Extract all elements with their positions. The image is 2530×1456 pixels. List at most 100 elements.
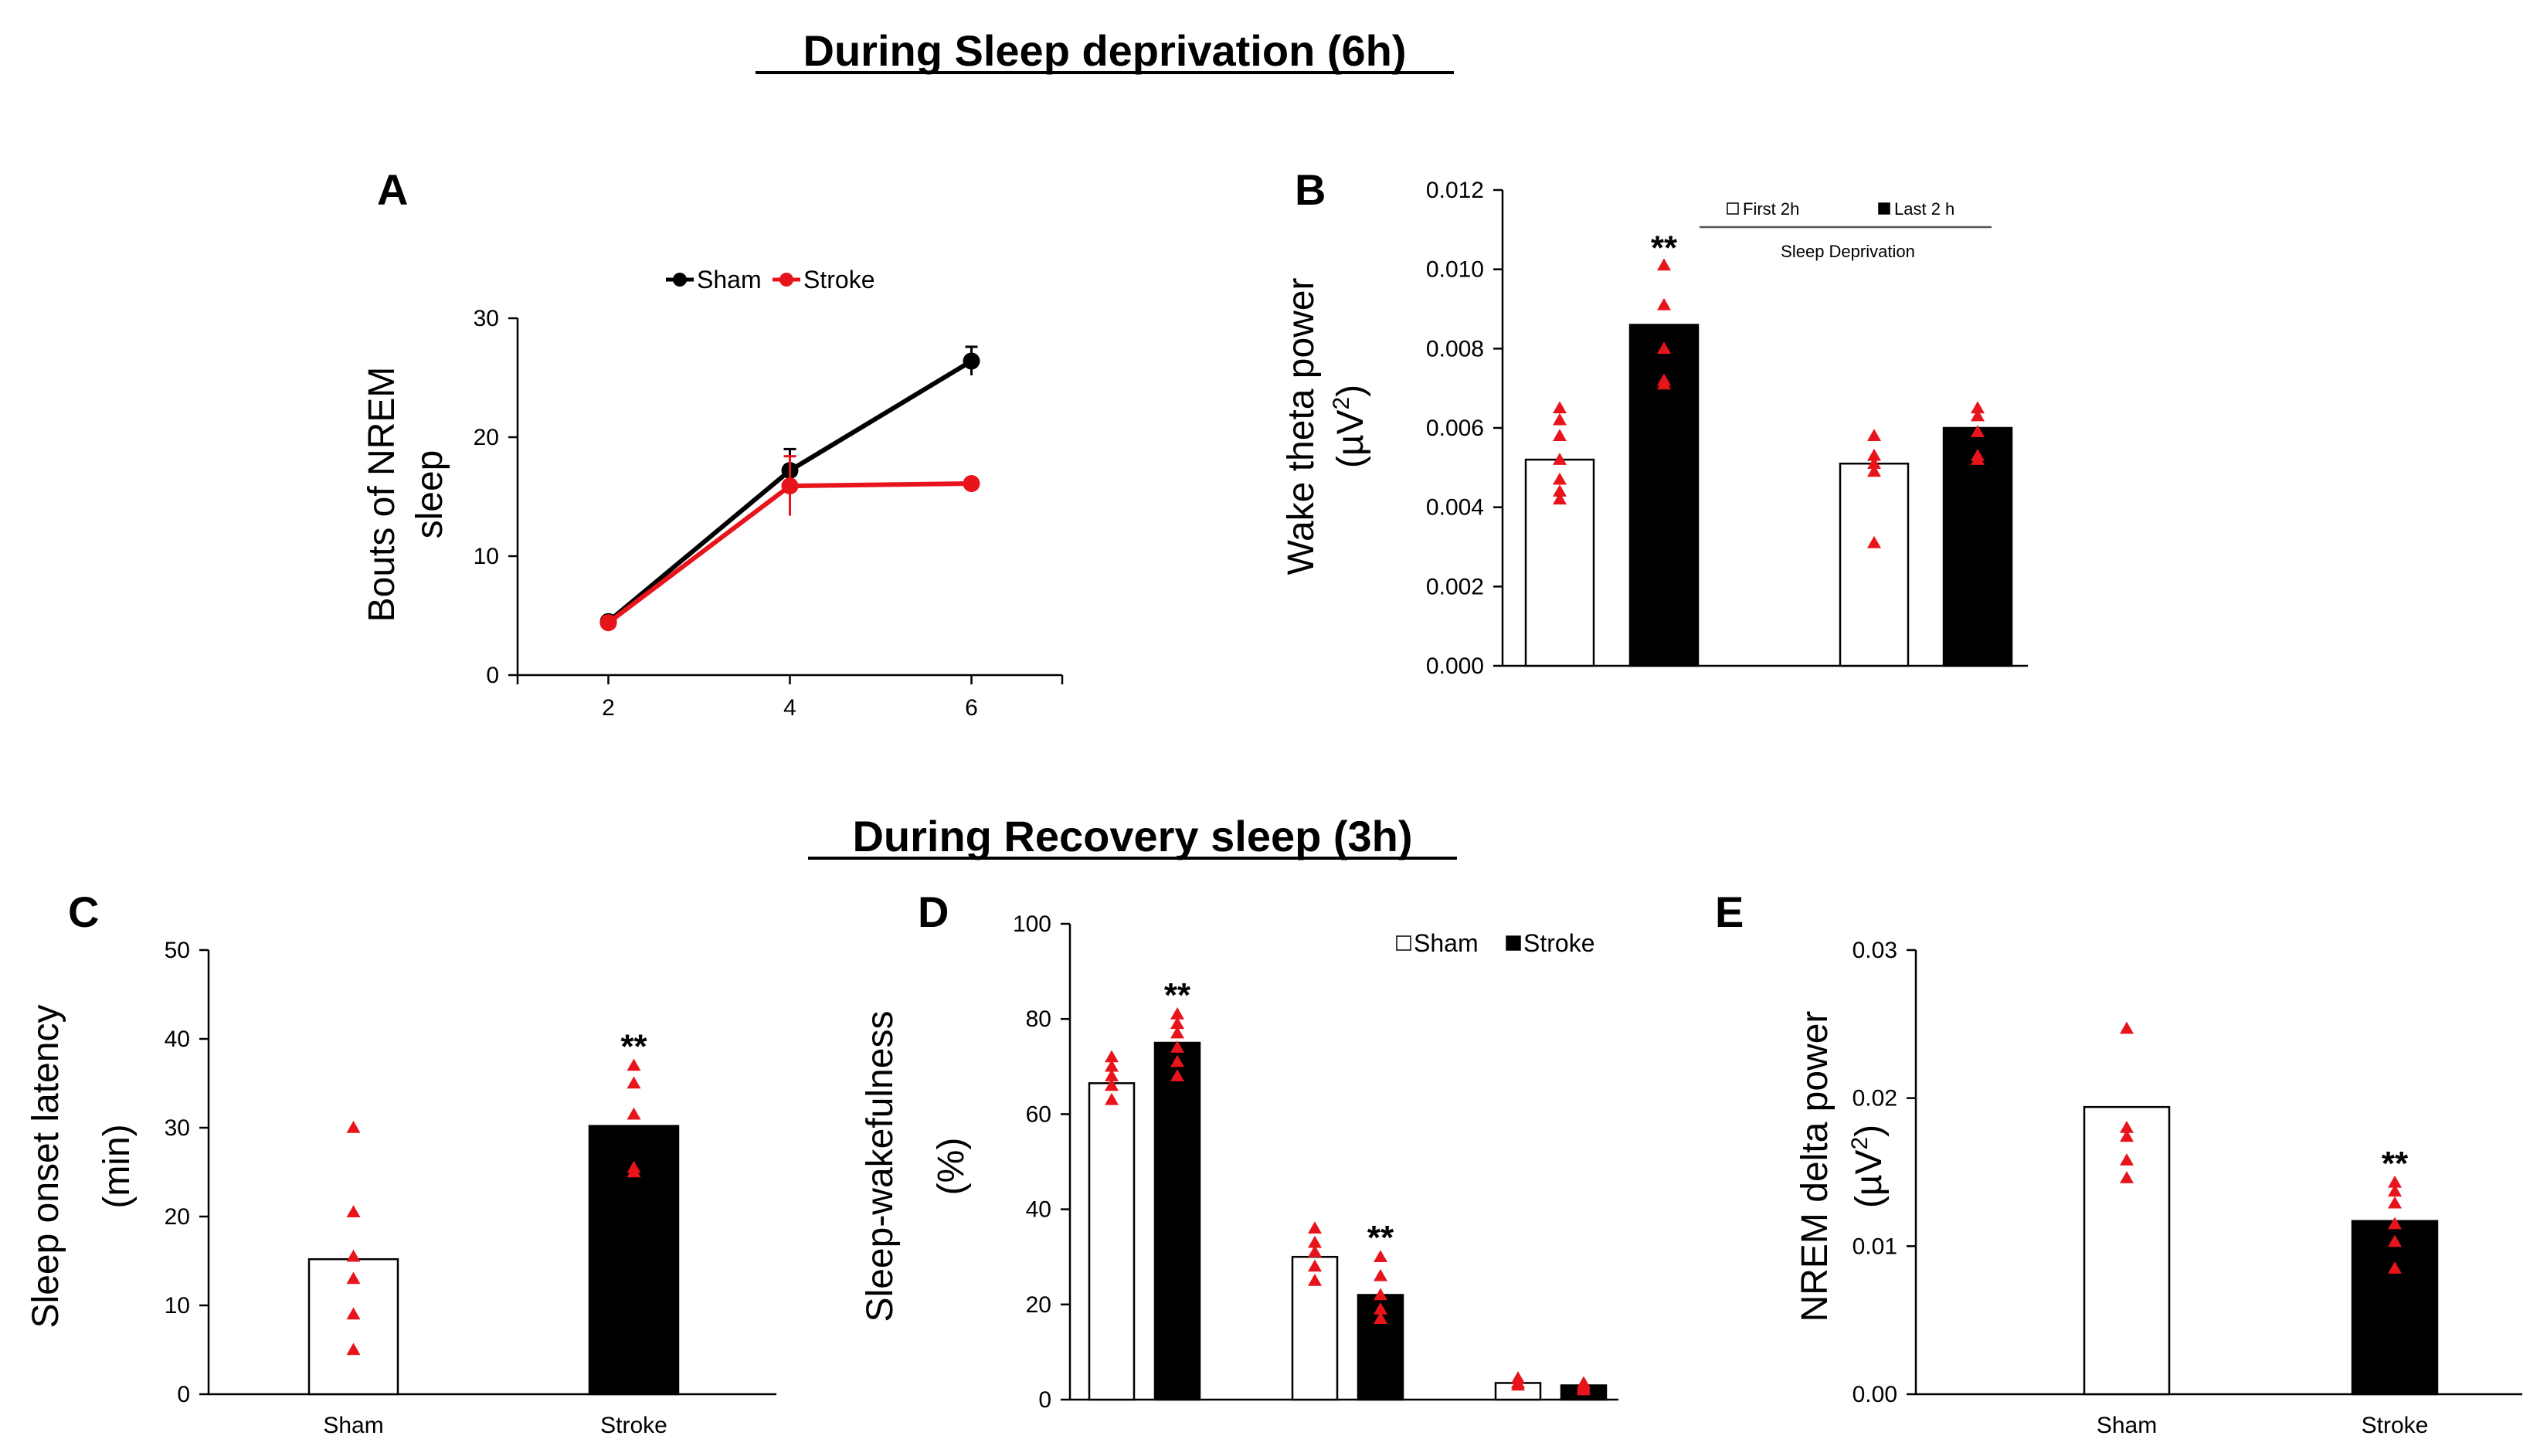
panel-b-data-point [1971, 425, 1985, 437]
panel-e-y-tick-label: 0.01 [1853, 1234, 1897, 1259]
panel-c-x-tick-label: Sham [323, 1413, 383, 1438]
chart-panel-c: 0 10 20 30 40 50 Sleep onset latency (min) Sham S… [25, 938, 776, 1438]
panel-a-legend-label-sham: Sham [697, 266, 762, 294]
panel-a-y-tick-label: 0 [486, 663, 499, 688]
panel-c-significance-marker: ** [620, 1028, 647, 1066]
panel-letter-a: A [377, 165, 408, 214]
panel-b-y-label-line1: Wake theta power [1281, 277, 1322, 575]
panel-d-data-point [1308, 1235, 1322, 1248]
panel-d-y-label-line1: Sleep-wakefulness [860, 1011, 901, 1322]
panel-e-data-point [2388, 1175, 2402, 1188]
panel-b-data-point [1553, 484, 1567, 497]
panel-b-data-point [1657, 377, 1671, 390]
panel-d-legend-swatch-sham [1396, 935, 1411, 951]
panel-b-data-point [1657, 341, 1671, 355]
panel-c-data-point [346, 1307, 361, 1320]
panel-b-y-tick-label: 0.006 [1426, 416, 1484, 441]
panel-d-data-point [1511, 1378, 1525, 1391]
panel-c-y-tick-label: 0 [177, 1382, 190, 1407]
panel-e-y-label-unit: (µV [1849, 1150, 1890, 1209]
panel-e-y-label-line1: NREM delta power [1795, 1011, 1836, 1322]
panel-d-y-tick-label: 80 [1026, 1006, 1051, 1032]
panel-d-bar-wake-sham [1088, 1082, 1136, 1401]
panel-c-data-point [346, 1342, 361, 1356]
panel-letter-d: D [918, 888, 949, 936]
panel-e-significance-marker: ** [2382, 1145, 2409, 1183]
panel-c-data-point [346, 1121, 361, 1133]
panel-d-data-point [1577, 1383, 1591, 1396]
panel-b-data-point [1553, 412, 1567, 426]
panel-d-legend-label-sham: Sham [1414, 929, 1479, 957]
panel-d-data-point [1374, 1288, 1387, 1301]
panel-b-data-point [1867, 535, 1881, 548]
chart-panel-a: 0 10 20 30 2 4 6 Bouts of NREM sleep Sham Stroke [362, 266, 1064, 721]
panel-b-legend-label-last: Last 2 h [1894, 199, 1954, 219]
panel-c-data-point [627, 1058, 641, 1071]
panel-d-y-tick-label: 0 [1038, 1387, 1051, 1413]
panel-e-data-point [2120, 1153, 2134, 1166]
panel-c-y-label-line2: (min) [97, 1124, 138, 1208]
panel-d-bar-wake-stroke [1153, 1041, 1201, 1401]
panel-b-y-tick-label: 0.010 [1426, 257, 1484, 283]
panel-b-bar-stroke-last-2h [1942, 426, 2013, 667]
chart-panel-b: 0.000 0.002 0.004 0.006 0.008 0.010 0.012 Wake … [1281, 178, 2028, 679]
panel-a-x-tick-label: 6 [965, 695, 978, 721]
panel-b-data-point [1867, 429, 1881, 442]
panel-d-data-point [1308, 1245, 1322, 1257]
panel-d-data-point [1308, 1274, 1322, 1286]
panel-b-data-point [1971, 401, 1985, 414]
panel-c-y-tick-label: 50 [165, 938, 190, 963]
panel-e-data-point [2388, 1234, 2402, 1247]
panel-a-data-point-sham [963, 352, 980, 370]
panel-b-data-point [1867, 464, 1881, 477]
panel-a-legend: Sham Stroke [666, 266, 874, 294]
panel-a-y-label: Bouts of NREM sleep [362, 367, 450, 623]
panel-a-y-label-line2: sleep [409, 450, 450, 539]
panel-e-data-point [2388, 1184, 2402, 1197]
panel-c-y-tick-label: 40 [165, 1027, 190, 1052]
panel-e-y-tick-label: 0.00 [1853, 1382, 1897, 1407]
panel-d-data-point [1170, 1026, 1184, 1039]
panel-c-data-point [627, 1107, 641, 1120]
panel-d-data-point [1308, 1259, 1322, 1272]
panel-b-y-label: Wake theta power (µV2) [1281, 277, 1371, 575]
panel-e-bar-sham [2083, 1105, 2171, 1396]
panel-b-legend-swatch-first [1727, 202, 1739, 215]
panel-b-y-label-close: ) [1330, 385, 1371, 397]
panel-a-y-tick-label: 30 [474, 306, 499, 331]
panel-letter-b: B [1295, 165, 1326, 214]
panel-d-legend-label-stroke: Stroke [1523, 929, 1594, 957]
panel-c-y-label-line1: Sleep onset latency [25, 1005, 66, 1329]
panel-c-y-tick-label: 10 [165, 1293, 190, 1319]
panel-e-bar-stroke [2351, 1220, 2439, 1396]
panel-b-data-point [1553, 429, 1567, 442]
title-recovery-sleep: During Recovery sleep (3h) [852, 812, 1412, 860]
panel-a-data-point-stroke [963, 475, 980, 493]
chart-panel-e: 0.00 0.01 0.02 0.03 NREM delta power (µV2) Sha… [1795, 938, 2522, 1438]
title-sleep-deprivation: During Sleep deprivation (6h) [803, 26, 1407, 75]
panel-b-data-point [1971, 453, 1985, 465]
panel-letter-c: C [68, 888, 99, 936]
panel-d-y-label-unit: (%) [931, 1138, 972, 1196]
panel-b-data-point [1867, 456, 1881, 469]
panel-a-y-tick-label: 10 [474, 544, 499, 569]
panel-b-data-point [1553, 401, 1567, 414]
panel-c-data-point [346, 1271, 361, 1285]
panel-b-bar-stroke-first-2h [1839, 462, 1910, 667]
panel-c-x-tick-label: Stroke [600, 1413, 667, 1438]
chart-panel-d: 0 20 40 60 80 100 Sleep-wakefulness (%) ** ** Sham… [860, 911, 1618, 1413]
panel-e-y-label-line2: (µV2) [1847, 1125, 1890, 1208]
panel-b-data-point [1867, 448, 1881, 461]
panel-b-data-point [1553, 492, 1567, 505]
panel-a-y-tick-label: 20 [474, 425, 499, 450]
panel-c-y-tick-label: 20 [165, 1204, 190, 1230]
panel-c-data-point [627, 1165, 641, 1178]
panel-d-y-tick-label: 60 [1026, 1101, 1051, 1127]
panel-d-y-tick-label: 40 [1026, 1197, 1051, 1223]
panel-b-data-point [1657, 258, 1671, 271]
panel-e-data-point [2388, 1261, 2402, 1274]
panel-b-legend-label-first: First 2h [1743, 199, 1799, 219]
panel-e-x-tick-label: Sham [2097, 1413, 2157, 1438]
panel-d-data-point [1374, 1250, 1387, 1262]
